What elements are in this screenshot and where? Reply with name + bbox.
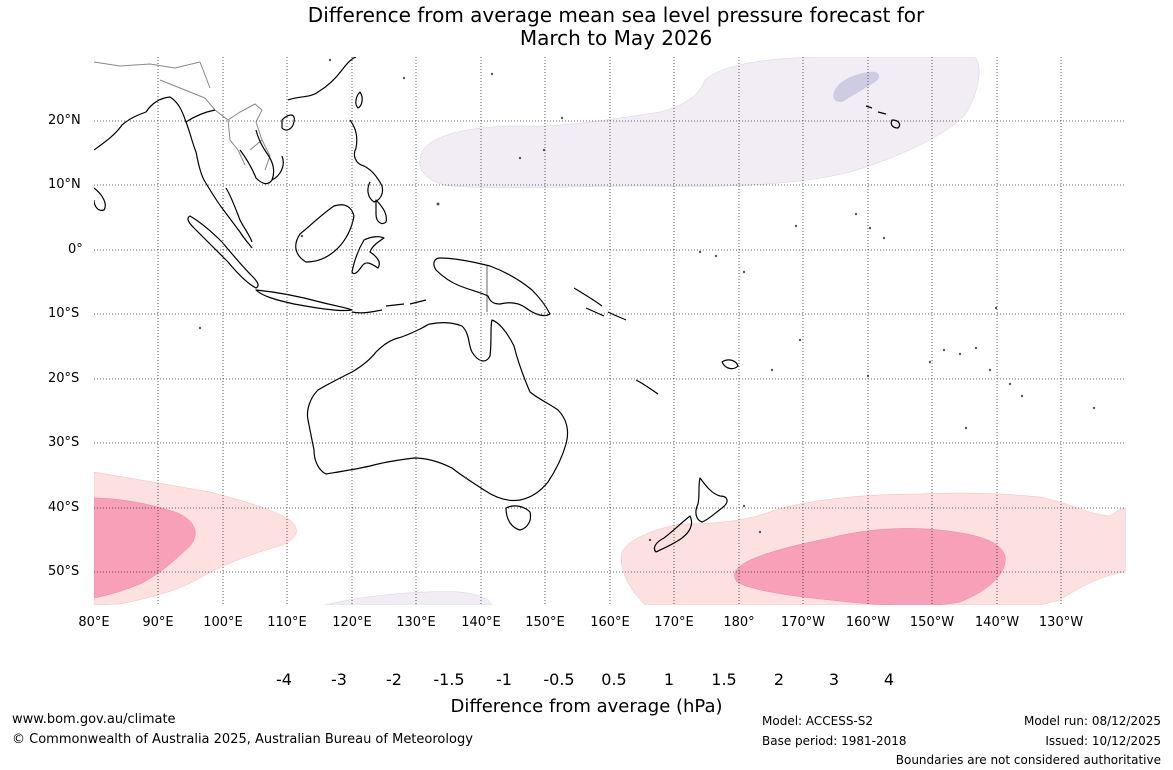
- lat-label-50s: 50°S: [48, 564, 80, 579]
- lon-label-140e: 140°E: [461, 615, 501, 630]
- website-link[interactable]: www.bom.gov.au/climate: [12, 712, 176, 727]
- anomaly-below-southern-ocean-sliver: [324, 591, 493, 605]
- colorbar-tick: 1: [663, 670, 675, 689]
- lat-label-10n: 10°N: [48, 177, 81, 192]
- tasmania-coast: [505, 505, 532, 531]
- lon-label-150e: 150°E: [525, 615, 565, 630]
- lon-label-150w: 150°W: [909, 615, 955, 630]
- lon-label-100e: 100°E: [203, 615, 243, 630]
- colorbar-tick: 0.5: [601, 670, 627, 689]
- lon-label-90e: 90°E: [142, 615, 174, 630]
- coastlines: [94, 57, 901, 553]
- lon-label-130w: 130°W: [1038, 615, 1084, 630]
- anomaly-below-north-pacific-patch: [833, 71, 880, 102]
- lon-label-140w: 140°W: [974, 615, 1020, 630]
- lon-label-160e: 160°E: [590, 615, 630, 630]
- lon-label-120e: 120°E: [332, 615, 372, 630]
- lat-label-30s: 30°S: [48, 435, 80, 450]
- anomaly-above-south-pacific-core: [734, 528, 1006, 605]
- lon-label-160w: 160°W: [845, 615, 891, 630]
- copyright-notice: © Commonwealth of Australia 2025, Austra…: [12, 732, 473, 747]
- lon-label-170e: 170°E: [654, 615, 694, 630]
- country-borders: [94, 61, 271, 171]
- colorbar-tick: 2: [773, 670, 785, 689]
- colorbar-tick: 3: [828, 670, 840, 689]
- lon-label-130e: 130°E: [396, 615, 436, 630]
- lat-label-20s: 20°S: [48, 371, 80, 386]
- lon-label-110e: 110°E: [267, 615, 307, 630]
- model-name: Model: ACCESS-S2: [762, 714, 874, 728]
- graticule: [94, 57, 1126, 605]
- map-title-line1: Difference from average mean sea level p…: [307, 3, 925, 27]
- lon-label-170w: 170°W: [780, 615, 826, 630]
- colorbar-tick: -1: [496, 670, 512, 689]
- colorbar-tick: -2: [386, 670, 402, 689]
- australia-coast: [306, 319, 569, 502]
- colorbar-tick: -1.5: [433, 670, 465, 689]
- colorbar-tick: 1.5: [711, 670, 737, 689]
- issued-date: Issued: 10/12/2025: [1045, 734, 1161, 748]
- forecast-map: [94, 57, 1126, 605]
- map-title-line2: March to May 2026: [519, 26, 713, 50]
- base-period: Base period: 1981-2018: [762, 734, 907, 748]
- boundaries-disclaimer: Boundaries are not considered authoritat…: [895, 753, 1161, 767]
- small-islands: [198, 58, 1096, 542]
- colorbar-tick: -4: [276, 670, 292, 689]
- colorbar-title: Difference from average (hPa): [450, 696, 723, 717]
- anomaly-above-southern-indian-ocean-core: [94, 497, 196, 599]
- new-zealand-coast: [695, 477, 728, 523]
- lat-label-equator: 0°: [68, 242, 83, 257]
- lon-label-80e: 80°E: [78, 615, 110, 630]
- colorbar-tick: -0.5: [543, 670, 575, 689]
- colorbar-tick: 4: [883, 670, 895, 689]
- map-title: Difference from average mean sea level p…: [0, 4, 1173, 50]
- lon-label-180: 180°: [723, 615, 755, 630]
- lat-label-40s: 40°S: [48, 500, 80, 515]
- colorbar-tick: -3: [331, 670, 347, 689]
- lat-label-10s: 10°S: [48, 306, 80, 321]
- model-run-date: Model run: 08/12/2025: [1023, 714, 1161, 728]
- new-zealand-south-coast: [653, 515, 693, 553]
- lat-label-20n: 20°N: [48, 113, 81, 128]
